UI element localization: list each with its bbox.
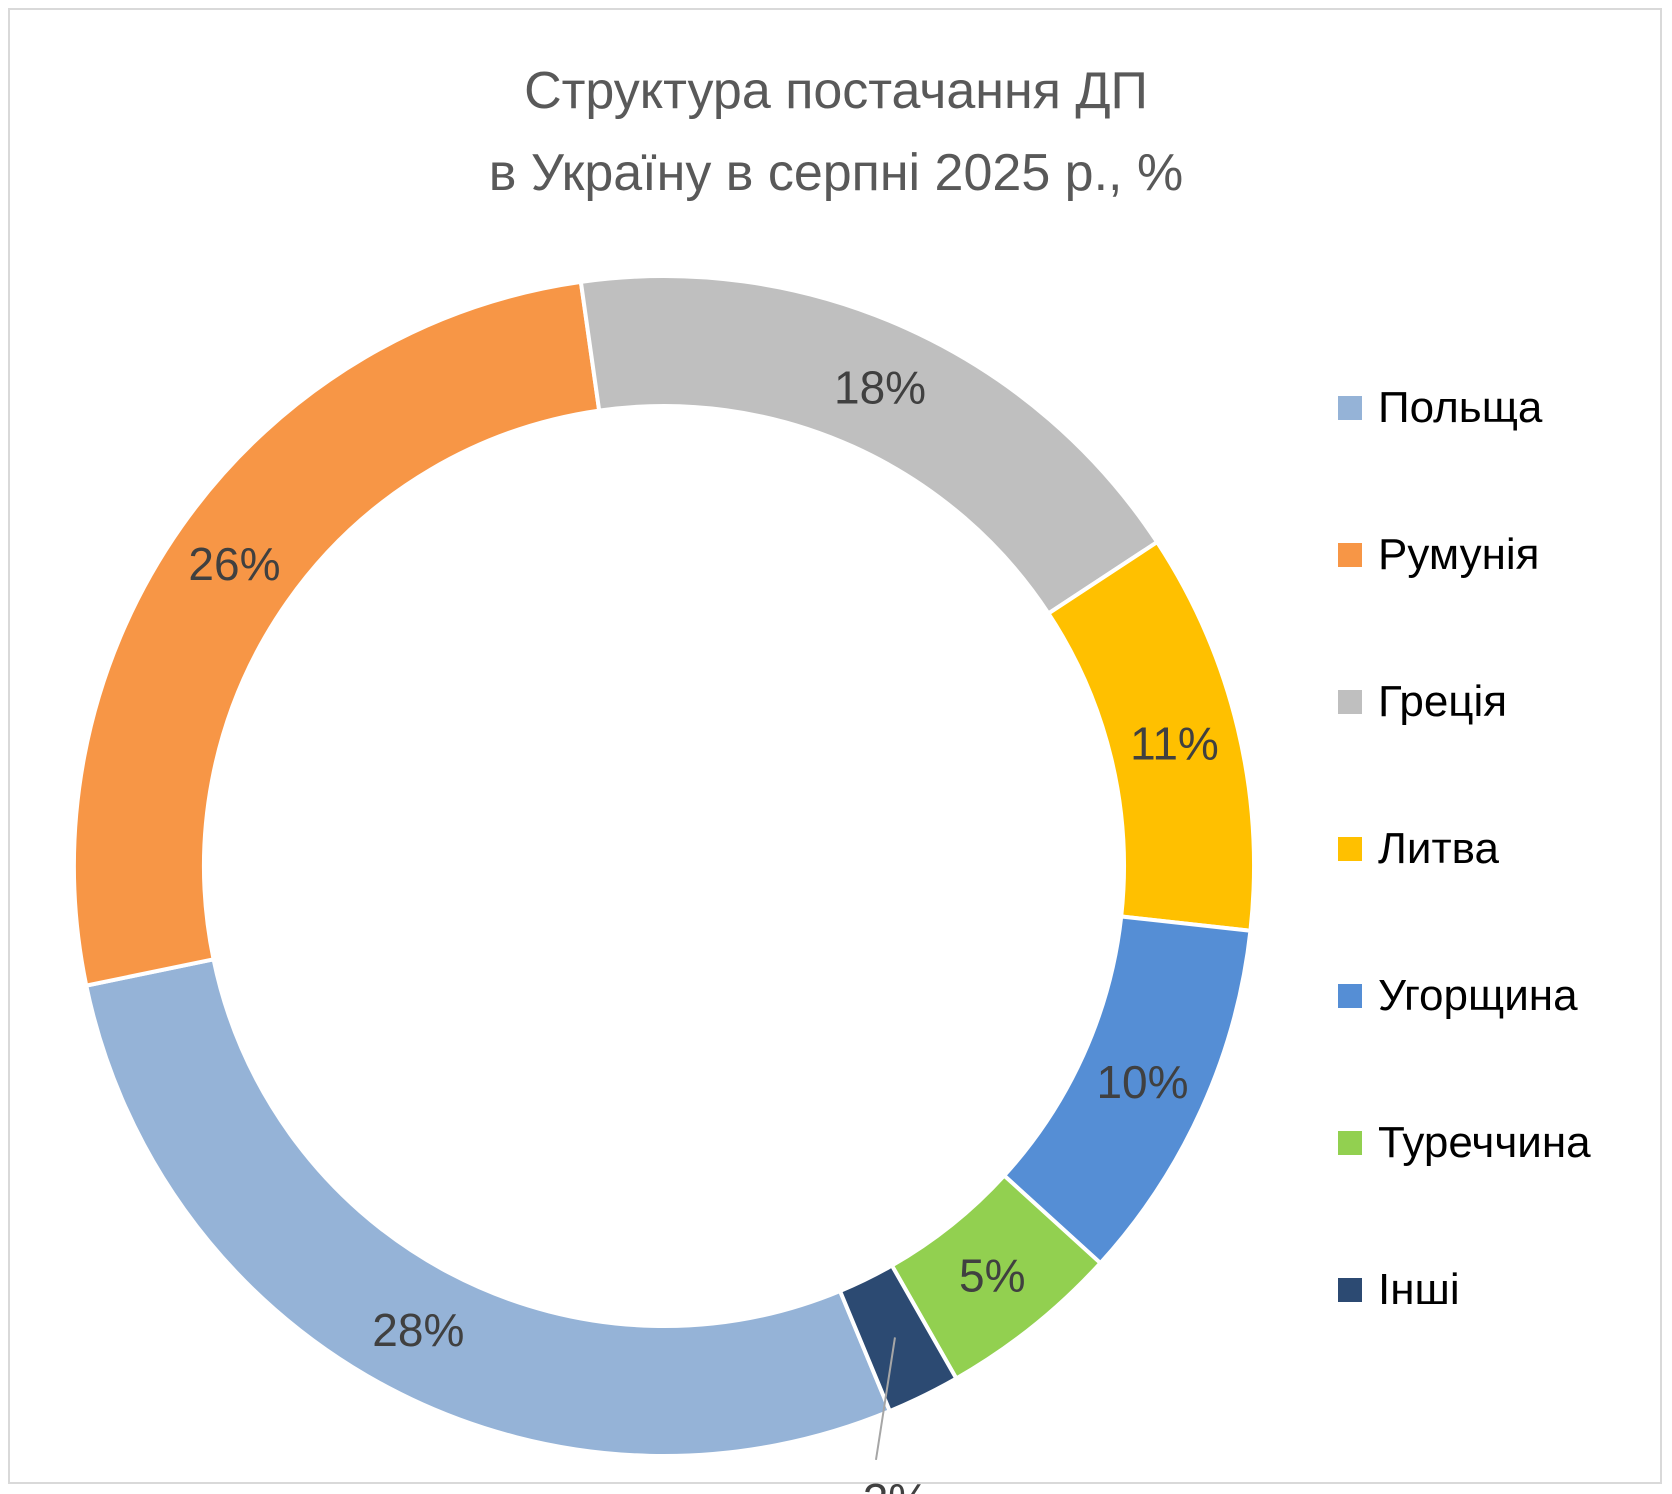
legend-label: Угорщина bbox=[1378, 971, 1578, 1020]
legend-item: Румунія bbox=[1338, 527, 1591, 674]
legend-label: Румунія bbox=[1378, 530, 1540, 579]
doughnut-slice bbox=[837, 1262, 960, 1414]
legend-label: Греція bbox=[1378, 677, 1508, 726]
data-label: 28% bbox=[372, 1304, 464, 1356]
data-label: 26% bbox=[188, 538, 280, 590]
doughnut-slice bbox=[72, 279, 602, 989]
chart-title-line-2: в Україну в серпні 2025 р., % bbox=[488, 144, 1184, 202]
legend-label: Литва bbox=[1378, 824, 1499, 873]
chart-title: Структура постачання ДП в Україну в серп… bbox=[0, 50, 1672, 214]
doughnut-data-labels: 28% 26% 18% 11% 10% 5% 2% bbox=[188, 362, 1218, 1494]
legend-label: Інші bbox=[1378, 1265, 1460, 1314]
legend-swatch bbox=[1338, 1131, 1362, 1155]
data-label: 18% bbox=[834, 362, 926, 414]
leader-line bbox=[874, 1337, 896, 1461]
legend-swatch bbox=[1338, 690, 1362, 714]
data-label: 10% bbox=[1096, 1056, 1188, 1108]
legend-label: Туреччина bbox=[1378, 1118, 1591, 1167]
legend-item: Туреччина bbox=[1338, 1115, 1591, 1262]
legend-item: Польща bbox=[1338, 380, 1591, 527]
legend-swatch bbox=[1338, 984, 1362, 1008]
legend-item: Інші bbox=[1338, 1262, 1591, 1409]
legend-swatch bbox=[1338, 396, 1362, 420]
doughnut-slices bbox=[72, 274, 1256, 1458]
legend-swatch bbox=[1338, 543, 1362, 567]
data-label: 5% bbox=[959, 1250, 1025, 1302]
legend-item: Греція bbox=[1338, 674, 1591, 821]
doughnut-slice bbox=[83, 956, 893, 1458]
legend-swatch bbox=[1338, 837, 1362, 861]
legend-item: Литва bbox=[1338, 821, 1591, 968]
data-label: 2% bbox=[863, 1474, 929, 1494]
chart-legend: Польща Румунія Греція Литва Угорщина Туреччин… bbox=[1338, 380, 1591, 1409]
legend-label: Польща bbox=[1378, 383, 1543, 432]
chart-title-line-1: Структура постачання ДП bbox=[524, 62, 1148, 120]
legend-item: Угорщина bbox=[1338, 968, 1591, 1115]
doughnut-slice bbox=[578, 274, 1160, 617]
legend-swatch bbox=[1338, 1278, 1362, 1302]
data-label: 11% bbox=[1130, 717, 1219, 769]
